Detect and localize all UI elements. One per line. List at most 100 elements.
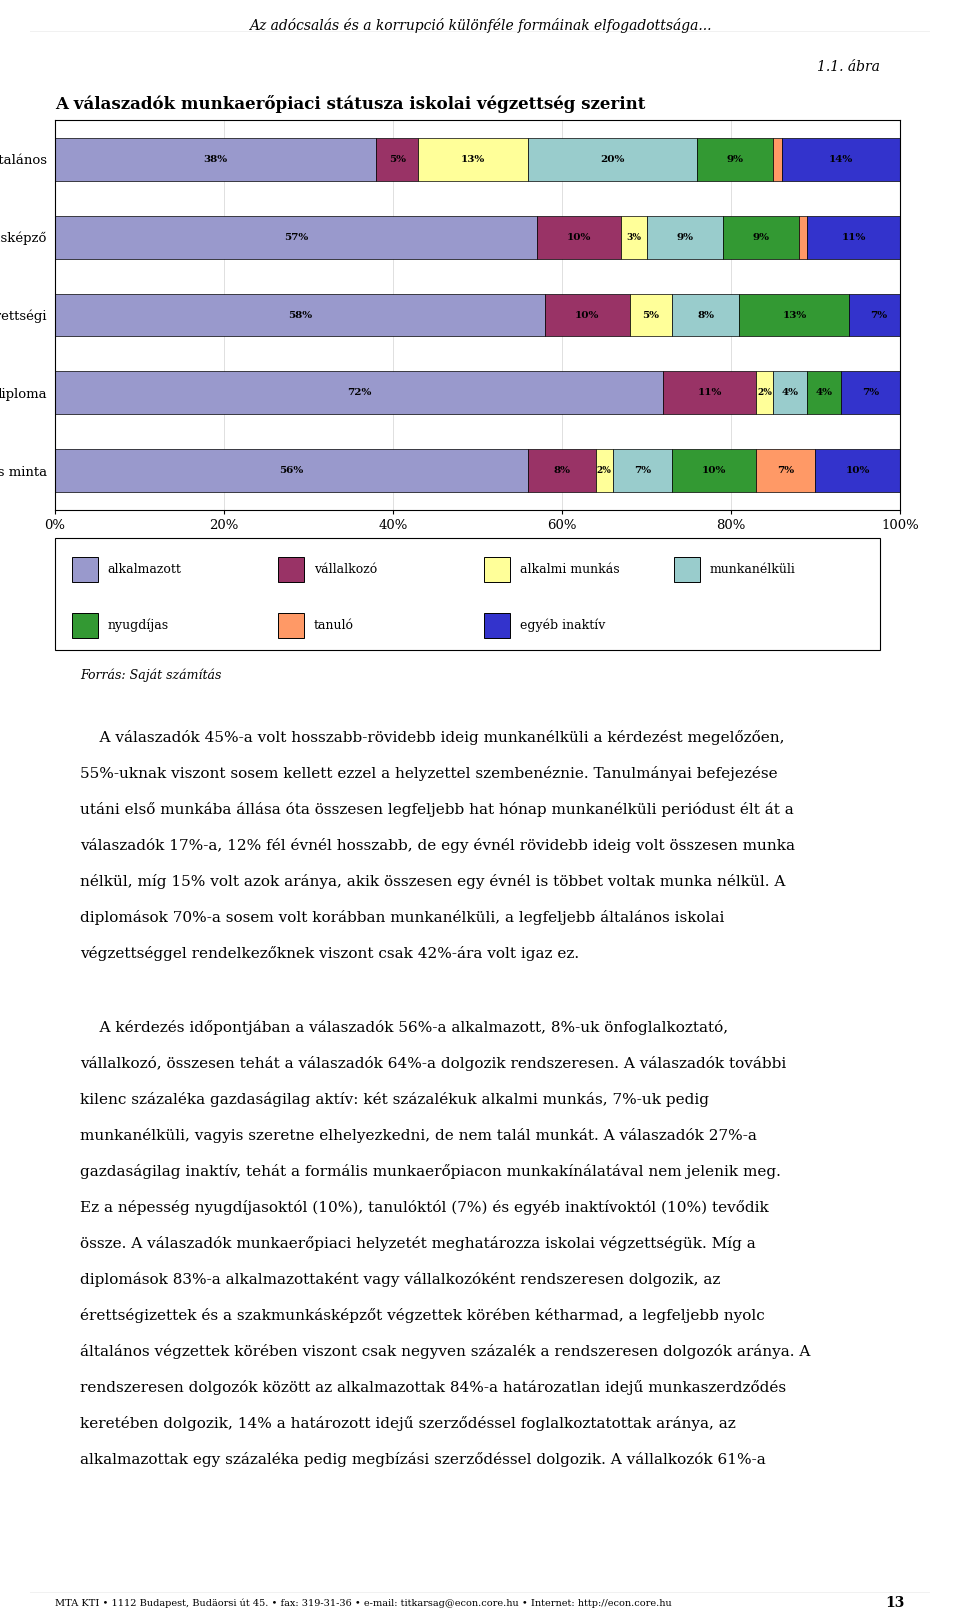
Text: 11%: 11% — [841, 232, 866, 242]
Text: kilenc százaléka gazdaságilag aktív: két százalékuk alkalmi munkás, 7%-uk pedig: kilenc százaléka gazdaságilag aktív: két… — [80, 1092, 709, 1106]
Bar — [376, 138, 419, 180]
Text: nyugdíjas: nyugdíjas — [108, 618, 169, 633]
Bar — [528, 449, 596, 491]
Text: Ez a népesség nyugdíjasoktól (10%), tanulóktól (7%) és egyéb inaktívoktól (10%) : Ez a népesség nyugdíjasoktól (10%), tanu… — [80, 1200, 769, 1215]
Text: 2%: 2% — [597, 467, 612, 475]
Text: egyéb inaktív: egyéb inaktív — [520, 618, 606, 633]
Text: nélkül, míg 15% volt azok aránya, akik összesen egy évnél is többet voltak munka: nélkül, míg 15% volt azok aránya, akik ö… — [80, 874, 785, 889]
Text: alkalmazott: alkalmazott — [108, 563, 181, 576]
Text: válaszadók 17%-a, 12% fél évnél hosszabb, de egy évnél rövidebb ideig volt össze: válaszadók 17%-a, 12% fél évnél hosszabb… — [80, 839, 795, 853]
Text: A válaszadók munkaerőpiaci státusza iskolai végzettség szerint: A válaszadók munkaerőpiaci státusza isko… — [55, 96, 645, 114]
Text: 11%: 11% — [698, 388, 722, 397]
Bar — [484, 556, 511, 582]
Bar — [537, 216, 621, 258]
Bar — [841, 371, 900, 414]
Text: érettségizettek és a szakmunkásképzőt végzettek körében kétharmad, a legfeljebb : érettségizettek és a szakmunkásképzőt vé… — [80, 1307, 765, 1324]
Bar — [781, 138, 900, 180]
Bar — [277, 613, 304, 637]
Text: munkanélküli, vagyis szeretne elhelyezkedni, de nem talál munkát. A válaszadók 2: munkanélküli, vagyis szeretne elhelyezke… — [80, 1127, 756, 1144]
Bar — [71, 613, 98, 637]
Bar — [672, 294, 739, 336]
Text: 13: 13 — [886, 1596, 905, 1611]
Text: vállalkozó, összesen tehát a válaszadók 64%-a dolgozik rendszeresen. A válaszadó: vállalkozó, összesen tehát a válaszadók … — [80, 1056, 786, 1071]
Text: 9%: 9% — [752, 232, 769, 242]
Text: A válaszadók 45%-a volt hosszabb-rövidebb ideig munkanélküli a kérdezést megelőz: A válaszadók 45%-a volt hosszabb-rövideb… — [80, 730, 784, 744]
Text: 9%: 9% — [727, 154, 744, 164]
Bar — [545, 294, 630, 336]
Text: 10%: 10% — [702, 467, 727, 475]
Bar — [55, 449, 528, 491]
Text: alkalmi munkás: alkalmi munkás — [520, 563, 620, 576]
Text: 20%: 20% — [601, 154, 625, 164]
Text: 13%: 13% — [461, 154, 486, 164]
Text: 38%: 38% — [204, 154, 228, 164]
Bar — [850, 294, 908, 336]
Text: diplomások 70%-a sosem volt korábban munkanélküli, a legfeljebb általános iskola: diplomások 70%-a sosem volt korábban mun… — [80, 910, 725, 925]
Text: 5%: 5% — [642, 310, 660, 320]
Text: munkanélküli: munkanélküli — [710, 563, 796, 576]
Bar — [55, 371, 663, 414]
Text: keretében dolgozik, 14% a határozott idejű szerződéssel foglalkoztatottak aránya: keretében dolgozik, 14% a határozott ide… — [80, 1416, 735, 1431]
Bar — [646, 216, 723, 258]
Text: 10%: 10% — [575, 310, 600, 320]
Text: 5%: 5% — [389, 154, 406, 164]
Text: gazdaságilag inaktív, tehát a formális munkaerőpiacon munkakínálatával nem jelen: gazdaságilag inaktív, tehát a formális m… — [80, 1165, 780, 1179]
Bar — [697, 138, 773, 180]
Bar — [630, 294, 672, 336]
Text: 55%-uknak viszont sosem kellett ezzel a helyzettel szembenéznie. Tanulmányai bef: 55%-uknak viszont sosem kellett ezzel a … — [80, 766, 778, 782]
Text: 10%: 10% — [846, 467, 870, 475]
Text: 57%: 57% — [284, 232, 308, 242]
Text: alkalmazottak egy százaléka pedig megbízási szerződéssel dolgozik. A vállalkozók: alkalmazottak egy százaléka pedig megbíz… — [80, 1452, 766, 1466]
Bar — [773, 371, 807, 414]
Text: 3%: 3% — [626, 232, 641, 242]
Bar — [596, 449, 612, 491]
Bar — [55, 294, 545, 336]
Text: Az adócsalás és a korrupció különféle formáinak elfogadottsága...: Az adócsalás és a korrupció különféle fo… — [249, 18, 711, 32]
Text: 2%: 2% — [757, 388, 772, 397]
Bar — [528, 138, 697, 180]
Bar — [723, 216, 799, 258]
Text: A kérdezés időpontjában a válaszadók 56%-a alkalmazott, 8%-uk önfoglalkoztató,: A kérdezés időpontjában a válaszadók 56%… — [80, 1020, 728, 1035]
Text: 7%: 7% — [778, 467, 795, 475]
Bar — [419, 138, 528, 180]
Text: 7%: 7% — [634, 467, 651, 475]
Text: 8%: 8% — [554, 467, 570, 475]
Text: 72%: 72% — [347, 388, 372, 397]
Text: vállalkozó: vállalkozó — [314, 563, 377, 576]
Text: 58%: 58% — [288, 310, 312, 320]
Text: általános végzettek körében viszont csak negyven százalék a rendszeresen dolgozó: általános végzettek körében viszont csak… — [80, 1345, 810, 1359]
Text: 14%: 14% — [828, 154, 853, 164]
Bar — [55, 216, 537, 258]
Text: 4%: 4% — [815, 388, 832, 397]
Text: 7%: 7% — [862, 388, 879, 397]
Bar — [739, 294, 850, 336]
Bar — [815, 449, 900, 491]
Text: össze. A válaszadók munkaerőpiaci helyzetét meghatározza iskolai végzettségük. M: össze. A válaszadók munkaerőpiaci helyze… — [80, 1236, 756, 1251]
Bar — [621, 216, 646, 258]
Text: MTA KTI • 1112 Budapest, Budäorsi út 45. • fax: 319-31-36 • e-mail: titkarsag@ec: MTA KTI • 1112 Budapest, Budäorsi út 45.… — [55, 1598, 672, 1607]
Bar — [55, 138, 376, 180]
Bar — [799, 216, 807, 258]
Bar — [484, 613, 511, 637]
Text: tanuló: tanuló — [314, 620, 354, 633]
Bar — [773, 138, 781, 180]
Bar — [756, 449, 815, 491]
Text: 8%: 8% — [697, 310, 714, 320]
Bar — [807, 216, 900, 258]
Text: 13%: 13% — [782, 310, 806, 320]
Text: rendszeresen dolgozók között az alkalmazottak 84%-a határozatlan idejű munkaszer: rendszeresen dolgozók között az alkalmaz… — [80, 1380, 786, 1395]
Bar — [756, 371, 773, 414]
Text: 1.1. ábra: 1.1. ábra — [817, 60, 880, 75]
Text: diplomások 83%-a alkalmazottaként vagy vállalkozóként rendszeresen dolgozik, az: diplomások 83%-a alkalmazottaként vagy v… — [80, 1272, 720, 1286]
FancyBboxPatch shape — [55, 539, 880, 650]
Bar — [663, 371, 756, 414]
Bar — [672, 449, 756, 491]
Bar — [277, 556, 304, 582]
Text: utáni első munkába állása óta összesen legfeljebb hat hónap munkanélküli periódu: utáni első munkába állása óta összesen l… — [80, 801, 794, 817]
Bar — [674, 556, 700, 582]
Bar — [612, 449, 672, 491]
Text: 10%: 10% — [566, 232, 591, 242]
Bar — [71, 556, 98, 582]
Text: 56%: 56% — [279, 467, 303, 475]
Text: végzettséggel rendelkezőknek viszont csak 42%-ára volt igaz ez.: végzettséggel rendelkezőknek viszont csa… — [80, 946, 579, 960]
